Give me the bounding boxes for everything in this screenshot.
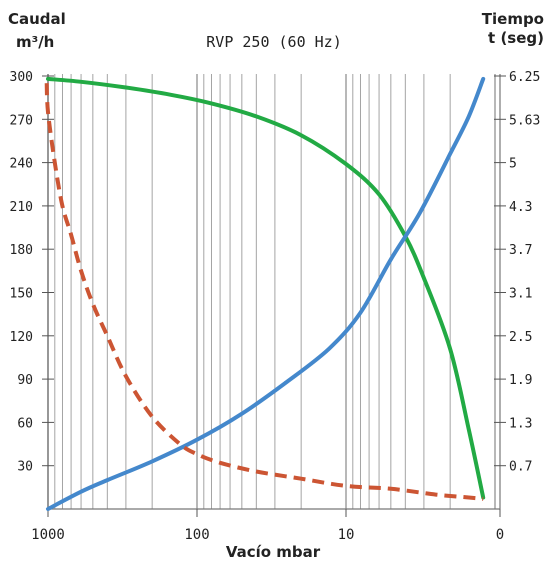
left-axis-label-line2: m³/h	[16, 33, 54, 51]
y-left-tick-label: 150	[10, 287, 33, 302]
y-right-tick-label: 5.63	[509, 113, 540, 128]
y-left-tick-label: 270	[10, 113, 33, 128]
x-tick-label: 0	[496, 527, 504, 543]
y-right-tick-label: 1.9	[509, 373, 532, 388]
chart-grid	[47, 74, 496, 509]
y-right-tick-label: 2.5	[509, 330, 532, 345]
chart-title: RVP 250 (60 Hz)	[206, 33, 341, 51]
y-left-tick-label: 300	[10, 70, 33, 85]
x-tick-label: 1000	[31, 527, 65, 543]
y-left-tick-label: 180	[10, 243, 33, 258]
flow-curve-green	[46, 76, 486, 500]
y-right-tick-label: 6.25	[509, 70, 540, 85]
y-left-tick-label: 90	[17, 373, 33, 388]
y-right-tick-label: 3.1	[509, 287, 532, 302]
pressure-curve-red-dashed	[44, 83, 484, 501]
y-left-tick-label: 60	[17, 416, 33, 431]
y-left-tick-label: 240	[10, 157, 33, 172]
chart-series	[44, 76, 486, 511]
y-left-tick-label: 210	[10, 200, 33, 215]
left-axis-label-line1: Caudal	[8, 10, 66, 28]
x-axis-label: Vacío mbar	[226, 543, 321, 561]
y-right-tick-label: 0.7	[509, 460, 532, 475]
y-right-tick-label: 3.7	[509, 243, 532, 258]
x-tick-label: 10	[338, 527, 355, 543]
y-left-tick-label: 120	[10, 330, 33, 345]
y-right-tick-label: 1.3	[509, 416, 532, 431]
y-left-tick-label: 30	[17, 460, 33, 475]
right-axis-label-line1: Tiempo	[482, 10, 544, 28]
chart-axes: 30 0.7 60 1.3 90 1.9 120 2.5 150 3.1 180 3.7 210 4.3 2…	[10, 70, 541, 543]
y-right-tick-label: 5	[509, 157, 517, 172]
y-right-tick-label: 4.3	[509, 200, 532, 215]
time-curve-blue	[46, 76, 486, 511]
right-axis-label-line2: t (seg)	[488, 29, 544, 47]
x-tick-label: 100	[184, 527, 209, 543]
